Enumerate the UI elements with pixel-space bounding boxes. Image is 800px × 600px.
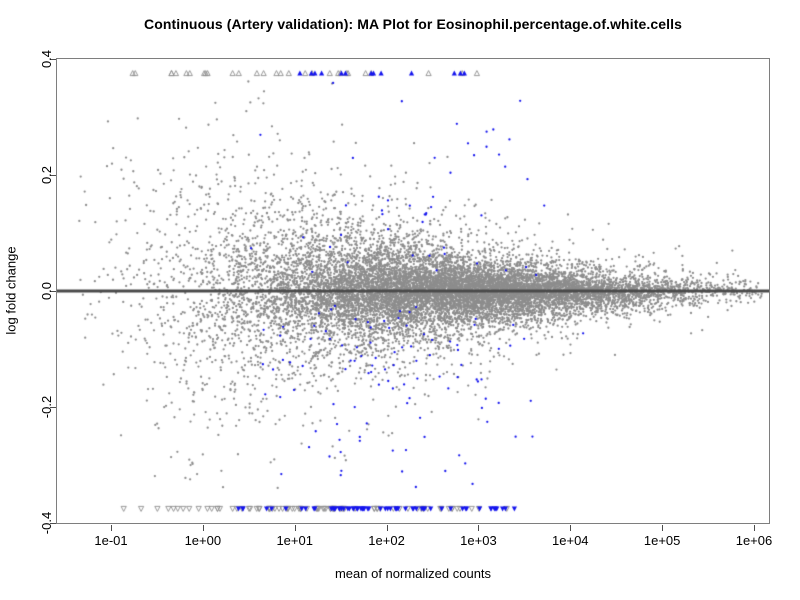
y-tick-label-0.0: 0.0 <box>39 281 54 301</box>
x-tick-label-1e+06: 1e+06 <box>735 533 773 548</box>
y-tick-mark-0.2 <box>50 175 56 176</box>
plot-area <box>56 58 770 524</box>
y-tick-mark--0.4 <box>50 523 56 524</box>
y-tick-label-0.4: 0.4 <box>39 49 54 69</box>
x-axis-label: mean of normalized counts <box>334 566 492 581</box>
x-tick-mark-1e+05 <box>662 525 664 531</box>
y-axis-label: log fold change <box>3 246 19 335</box>
x-tick-label-1e-01: 1e-01 <box>94 533 128 548</box>
x-tick-mark-1e+02 <box>386 525 388 531</box>
x-tick-mark-1e+04 <box>570 525 572 531</box>
x-tick-label-1e+00: 1e+00 <box>184 533 222 548</box>
x-tick-label-1e+01: 1e+01 <box>276 533 313 548</box>
x-tick-mark-1e+03 <box>478 525 480 531</box>
y-tick-mark-0.4 <box>50 59 56 60</box>
scatter-points-canvas <box>57 59 769 523</box>
y-tick-label--0.2: -0.2 <box>39 395 54 419</box>
x-tick-mark-1e+01 <box>294 525 296 531</box>
x-tick-mark-1e-01 <box>111 525 112 531</box>
y-tick-label-0.2: 0.2 <box>39 165 54 185</box>
x-tick-label-1e+03: 1e+03 <box>460 533 497 548</box>
x-tick-mark-1e+00 <box>202 525 204 531</box>
y-tick-mark-0.0 <box>50 291 56 292</box>
plot-title: Continuous (Artery validation): MA Plot … <box>144 16 682 32</box>
y-tick-label--0.4: -0.4 <box>39 511 54 535</box>
x-tick-label-1e+02: 1e+02 <box>368 533 405 548</box>
x-tick-label-1e+04: 1e+04 <box>552 533 589 548</box>
x-tick-label-1e+05: 1e+05 <box>643 533 681 548</box>
x-tick-mark-1e+06 <box>753 525 755 531</box>
y-tick-mark--0.2 <box>50 407 56 408</box>
